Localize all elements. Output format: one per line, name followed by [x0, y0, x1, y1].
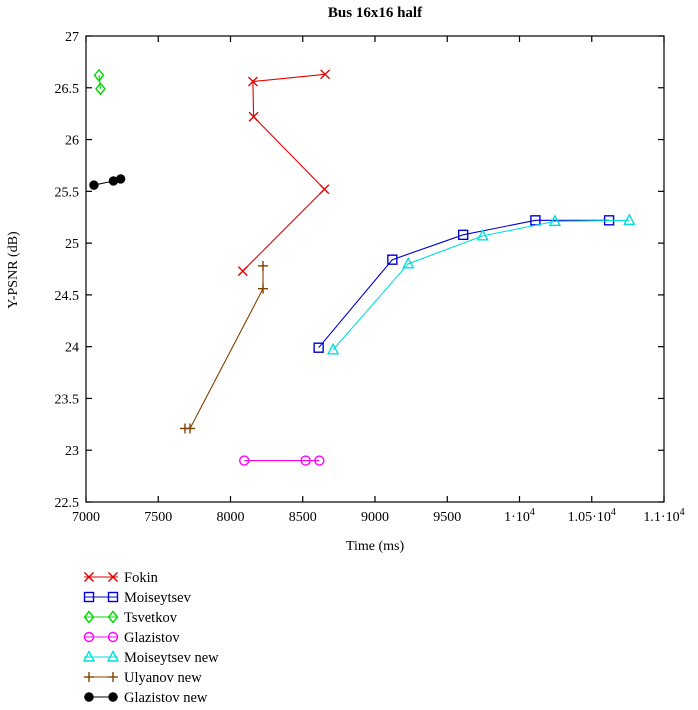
square-marker [387, 254, 398, 265]
square-marker [83, 591, 95, 603]
dot-marker [89, 180, 99, 190]
y-axis-title: Y-PSNR (dB) [6, 231, 21, 309]
series-fokin [237, 69, 331, 277]
legend-item-glazistov-new: Glazistov new [84, 690, 208, 706]
x-marker [248, 111, 259, 122]
x-axis-title: Time (ms) [345, 539, 405, 554]
x-marker [237, 266, 248, 277]
x-tick-label: 8000 [217, 510, 245, 525]
legend-item-tsvetkov: Tsvetkov [83, 610, 178, 626]
x-marker [108, 572, 118, 582]
legend-label: Moiseytsev new [124, 650, 219, 666]
legend-item-glazistov: Glazistov [83, 630, 180, 646]
diamond-marker [107, 610, 119, 624]
circle-marker [314, 455, 325, 466]
series-line [318, 219, 610, 349]
chart-title: Bus 16x16 half [327, 5, 423, 21]
plot-border [85, 35, 665, 503]
series-tsvetkov [93, 68, 106, 96]
triangle-marker [476, 228, 489, 241]
x-tick-label: 1.1·104 [643, 507, 684, 525]
series-moiseytsev-new [326, 213, 636, 355]
x-tick-label: 8500 [289, 510, 317, 525]
diamond-marker [95, 82, 106, 96]
dot-marker [84, 692, 94, 702]
legend-item-moiseytsev: Moiseytsev [83, 590, 192, 606]
legend-label: Glazistov [124, 630, 180, 646]
y-tick-label: 25 [65, 237, 79, 252]
y-tick-label: 23.5 [55, 392, 80, 407]
x-tick-label: 9500 [433, 510, 461, 525]
series-moiseytsev [313, 215, 615, 353]
x-marker [320, 69, 331, 80]
legend-label: Tsvetkov [124, 610, 178, 626]
legend-item-fokin: Fokin [84, 570, 159, 586]
legend-item-ulyanov-new: Ulyanov new [84, 670, 202, 686]
x-tick-label: 7000 [72, 510, 100, 525]
diamond-marker [93, 68, 105, 82]
circle-marker [239, 455, 250, 466]
circle-marker [83, 631, 95, 643]
x-marker [319, 184, 330, 195]
y-tick-label: 26 [65, 134, 79, 149]
square-marker [313, 342, 324, 353]
series-line [242, 73, 326, 272]
x-tick-label: 9000 [361, 510, 389, 525]
y-tick-label: 26.5 [55, 82, 80, 97]
circle-marker [300, 455, 311, 466]
y-tick-label: 27 [65, 30, 79, 45]
legend-item-moiseytsev-new: Moiseytsev new [82, 649, 219, 666]
triangle-marker [402, 256, 415, 269]
series-ulyanov-new [179, 260, 269, 434]
x-marker [84, 572, 94, 582]
square-marker [457, 229, 469, 241]
x-marker [247, 76, 258, 87]
triangle-marker [106, 649, 120, 662]
legend-label: Ulyanov new [124, 670, 202, 686]
legend-label: Fokin [124, 570, 159, 586]
circle-marker [107, 631, 119, 643]
series-line [98, 75, 101, 89]
y-tick-label: 25.5 [55, 185, 80, 200]
series-line [332, 219, 630, 351]
legend-label: Glazistov new [124, 690, 208, 706]
dot-marker [115, 174, 126, 184]
square-marker [107, 591, 119, 603]
x-tick-label: 1.05·104 [568, 507, 616, 525]
triangle-marker [623, 213, 636, 226]
triangle-marker [82, 649, 96, 662]
series-glazistov-new [89, 174, 126, 190]
series-line [184, 265, 264, 430]
dot-marker [108, 692, 118, 702]
triangle-marker [326, 342, 340, 355]
triangle-marker [548, 214, 562, 227]
y-tick-label: 23 [65, 444, 79, 459]
y-tick-label: 24 [65, 341, 79, 356]
x-tick-label: 7500 [144, 510, 172, 525]
legend-label: Moiseytsev [124, 590, 192, 606]
y-tick-label: 22.5 [55, 496, 80, 511]
x-tick-label: 1·104 [504, 507, 535, 525]
y-tick-label: 24.5 [55, 289, 80, 304]
series-glazistov [239, 455, 325, 466]
diamond-marker [83, 610, 95, 624]
